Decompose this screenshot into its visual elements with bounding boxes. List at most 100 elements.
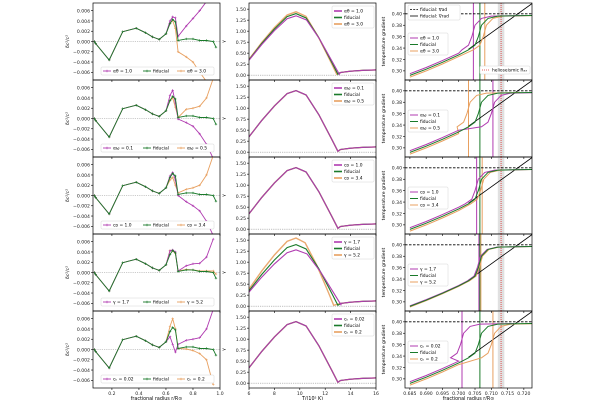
data-marker-low: [185, 24, 188, 28]
sound-speed-panel-3: −0.006 −0.004 −0.002 0.000 0.002 0.004 0.006 δc…: [65, 156, 221, 236]
y-tick-label: 1.50: [236, 161, 246, 167]
legend-label-high: cᴅ = 3.4: [344, 176, 363, 182]
y-tick-label: −0.006: [73, 70, 90, 76]
data-marker-low: [168, 94, 172, 97]
y-tick-label: 0.36: [392, 265, 402, 271]
y-tick-label: −0.006: [73, 301, 90, 307]
legend-label-low: cᴅ = 1.0: [344, 163, 363, 169]
axes-frame: [404, 310, 533, 389]
legend-label-fiducial: fiducial: [344, 92, 360, 98]
legend-marker-fiducial: [145, 223, 149, 227]
x-tick-label: 1.0: [216, 391, 223, 397]
data-marker-fiducial: [176, 116, 180, 119]
series-fiducial: [409, 15, 532, 76]
data-marker-fiducial: [168, 330, 172, 333]
y-tick-label: 0.25: [236, 216, 246, 222]
legend-label-high: γ = 5.2: [420, 280, 436, 286]
y-tick-label: 1.50: [236, 238, 246, 244]
y-tick-label: 0.30: [392, 300, 402, 306]
legend-box: [100, 143, 215, 153]
data-marker-fiducial: [94, 42, 97, 45]
data-marker-low: [198, 132, 201, 136]
data-marker-fiducial: [108, 135, 111, 139]
data-marker-fiducial: [94, 196, 97, 199]
y-axis-label: δc²/c²: [65, 266, 71, 279]
series-high: [409, 15, 532, 78]
data-marker-fiducial: [158, 38, 161, 41]
y-tick-label: −0.004: [73, 291, 90, 297]
data-marker-high: [191, 186, 195, 189]
x-tick-label: 10: [297, 391, 303, 397]
y-tick-label: 0.38: [392, 100, 402, 106]
data-marker-fiducial: [205, 347, 208, 350]
y-tick-label: 0.34: [392, 200, 402, 206]
data-marker-fiducial: [93, 271, 96, 274]
data-marker-high: [171, 317, 174, 320]
data-marker-fiducial: [191, 37, 195, 41]
y-tick-label: 1.25: [236, 95, 246, 101]
data-marker-low: [198, 9, 201, 12]
data-marker-high: [198, 184, 201, 187]
plot-area: [249, 320, 376, 384]
series-fiducial: [409, 246, 532, 307]
data-marker-low: [191, 204, 195, 207]
y-tick-label: 0.004: [77, 96, 90, 102]
y-tick-label: 0.36: [392, 188, 402, 194]
legend-marker-high: [179, 300, 183, 304]
data-marker-high: [198, 352, 201, 355]
legend-box: [331, 313, 375, 337]
data-marker-fiducial: [135, 26, 138, 30]
y-tick-label: 0.32: [392, 288, 402, 294]
y-tick-label: 0.32: [392, 134, 402, 140]
legend-label-low: αθ = 1.0: [420, 36, 439, 42]
data-marker-fiducial: [108, 366, 111, 370]
series-low: [249, 249, 376, 306]
plot-area: [249, 89, 376, 153]
x-tick-label: 0.685: [403, 391, 416, 397]
series-low: [409, 169, 529, 229]
data-marker-fiducial: [191, 114, 195, 118]
y-tick-label: 0.006: [77, 9, 90, 15]
data-marker-fiducial: [164, 340, 168, 343]
legend-marker-fiducial: [145, 146, 149, 150]
series-fiducial: [409, 92, 532, 153]
series-low: [249, 90, 376, 153]
legend-marker-low: [105, 223, 109, 227]
data-marker-fiducial: [191, 191, 195, 195]
data-marker-fiducial: [144, 339, 147, 342]
data-marker-fiducial: [214, 45, 218, 49]
legend-marker-fiducial: [145, 69, 149, 73]
legend-marker-low: [105, 146, 109, 150]
series-low: [409, 15, 526, 75]
data-marker-fiducial: [214, 122, 218, 126]
y-tick-label: 0.002: [77, 29, 90, 35]
y-tick-label: 1.00: [236, 260, 246, 266]
data-marker-fiducial: [93, 348, 96, 351]
data-marker-fiducial: [108, 58, 111, 62]
data-marker-fiducial: [198, 116, 201, 119]
legend-marker-high: [179, 377, 183, 381]
legend-label-high: cₖ = 0.2: [344, 330, 362, 336]
y-tick-label: 1.50: [236, 315, 246, 321]
y-tick-label: 1.00: [236, 106, 246, 112]
series-high: [409, 169, 532, 232]
y-tick-label: 0.006: [77, 163, 90, 169]
y-tick-label: 0.004: [77, 250, 90, 256]
legend-box: [479, 65, 531, 75]
legend-label-fiducial: fiducial: [420, 273, 436, 279]
y-tick-label: 0.34: [392, 277, 402, 283]
legend-label-high: αω = 0.5: [344, 99, 364, 105]
y-tick-label: 0.30: [392, 377, 402, 383]
y-tick-label: 0.006: [77, 240, 90, 246]
profile-panel-1: 0.00 0.25 0.50 0.75 1.00 1.25 1.50 γ αθ = 1.0fid…: [222, 2, 377, 82]
y-tick-label: 0.30: [392, 146, 402, 152]
sound-speed-panel-5: −0.006 −0.004 −0.002 0.000 0.002 0.004 0.006 0.…: [65, 310, 224, 402]
legend-label-high: cᴅ = 3.4: [420, 203, 439, 209]
plot-area: [249, 11, 376, 76]
y-tick-label: 0.000: [77, 193, 90, 199]
legend-label-fiducial: fiducial: [344, 246, 360, 252]
y-tick-label: 0.30: [392, 69, 402, 75]
